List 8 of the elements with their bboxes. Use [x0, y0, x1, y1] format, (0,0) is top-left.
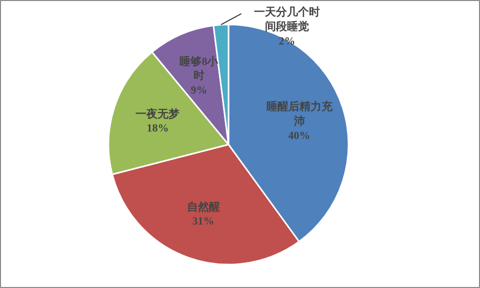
slice-label: 自然醒: [186, 200, 220, 214]
data-label: 9%: [190, 84, 208, 97]
data-label: 18%: [146, 122, 169, 135]
data-label: 31%: [192, 216, 214, 228]
slice-label: 一夜无梦: [136, 107, 181, 120]
slice-label: 睡醒后精力充沛: [266, 100, 334, 128]
slice-label: 一天分几个时间段睡觉: [254, 6, 320, 33]
data-label: 40%: [288, 130, 310, 142]
